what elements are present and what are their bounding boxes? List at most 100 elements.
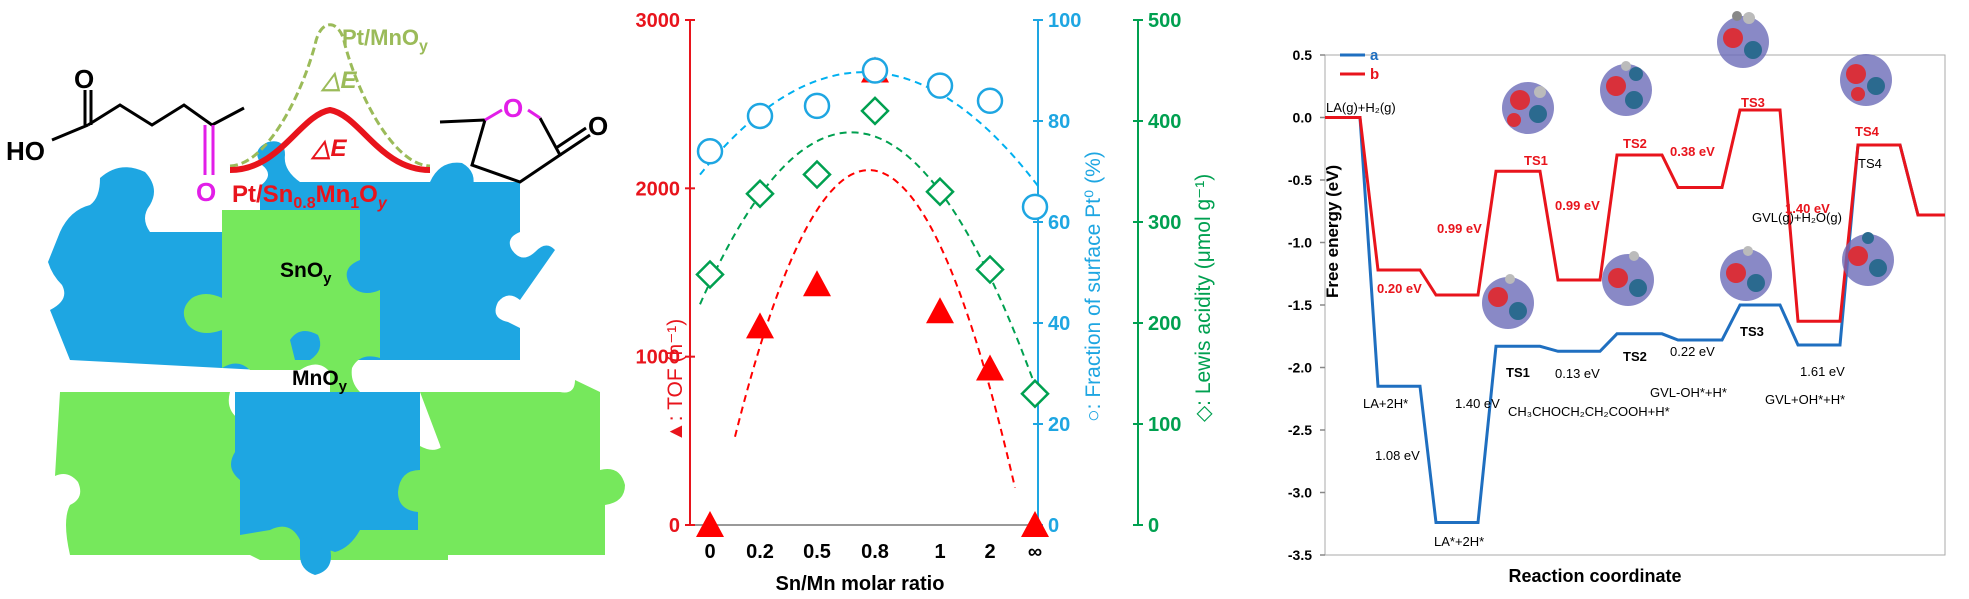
y-tick-label: 0.5	[1293, 47, 1313, 63]
tick-label: 500	[1148, 10, 1181, 32]
label-la-2h: LA+2H*	[1363, 396, 1408, 411]
tick-label: 0	[669, 515, 680, 537]
o-atom-top: O	[74, 64, 94, 94]
puzzle-piece-green-right	[420, 380, 625, 555]
energy-b-1-40: 1.40 eV	[1785, 201, 1830, 216]
puzzle-board: SnOy MnOy	[48, 141, 625, 575]
pt-fraction-marker	[1021, 193, 1049, 221]
pt-fraction-marker	[696, 138, 724, 165]
tick-label: 80	[1048, 111, 1070, 133]
label-b-ts4: TS4	[1855, 124, 1880, 139]
fit-curve	[734, 169, 1016, 488]
sno-label: SnOy	[280, 259, 332, 287]
ho-group: HO	[6, 136, 45, 166]
levulinic-acid-structure	[51, 90, 245, 175]
y-tick-label: -2.5	[1288, 422, 1312, 438]
gvl-carbonyl-oxygen: O	[588, 111, 608, 141]
y-tick-label: -2.0	[1288, 360, 1312, 376]
cluster-a-ts2	[1602, 251, 1654, 306]
gvl-ring-oxygen: O	[503, 93, 523, 123]
puzzle-knob-blue-left	[60, 167, 154, 232]
right-axis-lewis-ticks: 0 100 200 300 400 500	[1133, 10, 1181, 537]
y-axis-label: Free energy (eV)	[1323, 165, 1342, 298]
label-intermediate: CH₃CHOCH₂CH₂COOH+H*	[1508, 404, 1670, 419]
pt-fraction-marker	[976, 87, 1004, 115]
label-la-star: LA*+2H*	[1434, 534, 1484, 549]
pt-mno-label: Pt/MnOy	[342, 25, 428, 55]
tick-label: 40	[1048, 313, 1070, 335]
energy-b-0-99-b: 0.99 eV	[1555, 198, 1600, 213]
energy-a-0-22: 0.22 eV	[1670, 344, 1715, 359]
label-a-ts1: TS1	[1506, 365, 1530, 380]
lewis-acidity-marker	[745, 178, 775, 209]
gvl-structure	[439, 108, 591, 184]
tick-label: 2000	[636, 178, 681, 200]
lewis-acidity-marker	[860, 96, 890, 126]
legend-label-a: a	[1370, 47, 1379, 64]
lewis-acidity-marker	[695, 259, 725, 290]
label-end: GVL(g)+H₂O(g)	[1752, 210, 1842, 225]
cluster-b-ts4	[1840, 54, 1892, 106]
right-axis-pt-ticks: 0 20 40 60 80 100	[1033, 10, 1081, 537]
x-tick-label: 0	[704, 541, 715, 563]
label-b-ts1: TS1	[1524, 153, 1548, 168]
cluster-b-ts1	[1502, 82, 1554, 134]
right-axis-lewis-label: ◇: Lewis acidity (μmol g⁻¹)	[1192, 174, 1215, 422]
tick-label: 400	[1148, 111, 1181, 133]
puzzle-piece-blue-bottom	[231, 392, 420, 552]
curve-pt-snmn	[229, 106, 431, 173]
puzzle-knob-blue-center	[290, 331, 321, 360]
cluster-b-ts3	[1717, 11, 1769, 68]
energy-a-1-40: 1.40 eV	[1455, 396, 1500, 411]
energy-b-0-20: 0.20 eV	[1377, 281, 1422, 296]
label-gvl-oh: GVL-OH*+H*	[1650, 385, 1727, 400]
cluster-b-ts2	[1600, 61, 1652, 116]
puzzle-knob-blue-right	[430, 162, 475, 210]
legend-label-b: b	[1370, 66, 1379, 83]
curve-pt-mno	[229, 23, 431, 168]
label-b-ts2: TS2	[1623, 136, 1647, 151]
x-tick-label: 0.8	[861, 541, 889, 563]
data-markers	[695, 56, 1050, 537]
tof-marker	[926, 297, 954, 324]
panel-a: SnOy MnOy O HO O Pt/MnOy △E △E Pt/Sn0.8M…	[6, 23, 625, 575]
label-gvl-plus-oh: GVL+OH*+H*	[1765, 392, 1845, 407]
tick-label: 20	[1048, 414, 1070, 436]
lewis-acidity-marker	[975, 254, 1005, 285]
x-tick-label: 0.5	[803, 541, 831, 563]
right-axis-pt-label: ○: Fraction of surface Pt⁰ (%)	[1082, 151, 1105, 422]
tick-label: 0	[1148, 515, 1159, 537]
y-tick-label: -3.5	[1288, 547, 1312, 563]
y-tick-label: -1.5	[1288, 297, 1312, 313]
pt-fraction-marker	[803, 92, 831, 120]
x-axis-label-2: Reaction coordinate	[1508, 566, 1681, 586]
cluster-a-end	[1842, 232, 1894, 286]
label-b-ts3: TS3	[1741, 95, 1765, 110]
puzzle-piece-green-top	[183, 210, 380, 392]
energy-a-1-61: 1.61 eV	[1800, 364, 1845, 379]
tick-label: 3000	[636, 10, 681, 32]
tof-marker	[696, 511, 724, 537]
x-tick-label: ∞	[1028, 541, 1042, 563]
label-ts4: TS4	[1858, 156, 1882, 171]
energy-b-0-99-a: 0.99 eV	[1437, 221, 1482, 236]
tof-marker	[803, 270, 831, 297]
energy-a-1-08: 1.08 eV	[1375, 448, 1420, 463]
y-tick-label: -0.5	[1288, 172, 1312, 188]
tof-marker	[976, 354, 1004, 381]
puzzle-knob-blue-bottom	[300, 536, 331, 575]
delta-e-red: △E	[310, 135, 347, 162]
cluster-a-ts3	[1720, 246, 1772, 301]
pt-fraction-marker	[861, 57, 889, 84]
tick-label: 100	[1148, 414, 1181, 436]
pt-snmn-label: Pt/Sn0.8Mn1Oy	[232, 181, 388, 212]
energy-path-b	[1325, 108, 1945, 323]
left-axis-ticks: 0 1000 2000 3000	[636, 10, 695, 537]
cluster-images	[1482, 11, 1894, 329]
tick-label: 100	[1048, 10, 1081, 32]
y-axis-ticks: 0.5 0.0 -0.5 -1.0 -1.5 -2.0 -2.5 -3.0 -3.5	[1288, 47, 1325, 563]
tick-label: 300	[1148, 212, 1181, 234]
pt-fraction-marker	[746, 102, 774, 130]
